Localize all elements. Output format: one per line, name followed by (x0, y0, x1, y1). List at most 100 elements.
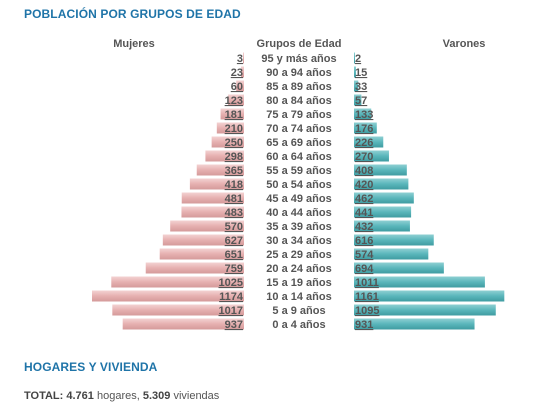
value-label-varones: 441 (355, 207, 373, 219)
bar-mujeres (112, 304, 244, 316)
value-label-mujeres: 481 (225, 193, 243, 205)
value-label-varones: 2 (355, 53, 361, 65)
value-label-mujeres: 250 (225, 137, 243, 149)
value-label-mujeres: 759 (225, 263, 243, 275)
households-value: 4.761 (66, 390, 94, 402)
value-label-mujeres: 1017 (219, 305, 243, 317)
value-label-mujeres: 60 (231, 81, 243, 93)
housing-totals: TOTAL: 4.761 hogares, 5.309 viviendas (24, 390, 219, 402)
value-label-mujeres: 3 (237, 53, 243, 65)
age-group-label: 65 a 69 años (266, 137, 331, 149)
value-label-varones: 574 (355, 249, 374, 261)
value-label-mujeres: 181 (225, 109, 243, 121)
bar-varones (354, 304, 496, 316)
value-label-mujeres: 365 (225, 165, 243, 177)
value-label-varones: 270 (355, 151, 373, 163)
dwellings-value: 5.309 (142, 390, 171, 402)
value-label-mujeres: 651 (225, 249, 243, 261)
bar-varones (354, 234, 434, 246)
bar-varones (354, 192, 414, 204)
column-header-varones: Varones (443, 38, 486, 50)
bar-mujeres (236, 80, 244, 92)
column-header-grupos-de-edad: Grupos de Edad (257, 38, 342, 50)
age-group-label: 5 a 9 años (272, 305, 325, 317)
households-label: hogares, (96, 390, 140, 402)
age-group-label: 40 a 44 años (266, 207, 331, 219)
bar-mujeres (196, 164, 244, 176)
age-group-label: 25 a 29 años (266, 249, 331, 261)
value-label-mujeres: 210 (225, 123, 243, 135)
value-label-mujeres: 570 (225, 221, 243, 233)
value-label-varones: 694 (355, 263, 374, 275)
age-group-label: 0 a 4 años (272, 319, 325, 331)
bar-varones (354, 248, 429, 260)
age-group-label: 30 a 34 años (266, 235, 331, 247)
population-pyramid-chart: Mujeres Grupos de Edad Varones 3 95 y más… (92, 38, 505, 331)
bar-varones (354, 206, 412, 218)
bar-mujeres (181, 206, 244, 218)
bar-varones (354, 94, 362, 106)
value-label-mujeres: 23 (231, 67, 243, 79)
bar-varones (354, 220, 410, 232)
value-label-varones: 408 (355, 165, 373, 177)
value-label-varones: 133 (355, 109, 373, 121)
bar-mujeres (205, 150, 244, 162)
bar-varones (354, 66, 356, 78)
bar-mujeres (111, 276, 244, 288)
age-group-label: 55 a 59 años (266, 165, 331, 177)
value-label-varones: 1095 (355, 305, 379, 317)
bar-mujeres (145, 262, 244, 274)
column-header-mujeres: Mujeres (113, 38, 155, 50)
bar-mujeres (216, 122, 244, 134)
bar-mujeres (211, 136, 244, 148)
bar-mujeres (241, 66, 244, 78)
totals-label: TOTAL: (24, 390, 64, 402)
population-pyramid-svg: Mujeres Grupos de Edad Varones 3 95 y más… (92, 38, 505, 331)
bar-mujeres (228, 94, 244, 106)
age-group-label: 75 a 79 años (266, 109, 331, 121)
bar-mujeres (92, 290, 244, 302)
bar-varones (354, 108, 372, 120)
bar-varones (354, 80, 359, 92)
bar-varones (354, 290, 505, 302)
value-label-mujeres: 1174 (219, 291, 244, 303)
bar-varones (354, 122, 377, 134)
bar-varones (354, 276, 485, 288)
age-group-label: 20 a 24 años (266, 263, 331, 275)
age-group-label: 50 a 54 años (266, 179, 331, 191)
value-label-varones: 931 (355, 319, 373, 331)
bar-varones (354, 164, 407, 176)
value-label-mujeres: 483 (225, 207, 243, 219)
age-group-label: 15 a 19 años (266, 277, 331, 289)
value-label-varones: 176 (355, 123, 373, 135)
age-group-label: 80 a 84 años (266, 95, 331, 107)
age-group-label: 85 a 89 años (266, 81, 331, 93)
age-group-label: 10 a 14 años (266, 291, 331, 303)
value-label-mujeres: 298 (225, 151, 243, 163)
bar-mujeres (189, 178, 244, 190)
value-label-varones: 57 (355, 95, 367, 107)
population-section-title: POBLACIÓN POR GRUPOS DE EDAD (24, 7, 241, 21)
bar-varones (354, 318, 475, 330)
age-group-label: 35 a 39 años (266, 221, 331, 233)
value-label-varones: 1161 (355, 291, 379, 303)
value-label-mujeres: 627 (225, 235, 243, 247)
bar-mujeres (181, 192, 244, 204)
age-group-label: 60 a 64 años (266, 151, 331, 163)
bar-mujeres (162, 234, 244, 246)
age-group-label: 90 a 94 años (266, 67, 331, 79)
value-label-mujeres: 123 (225, 95, 243, 107)
age-group-label: 70 a 74 años (266, 123, 331, 135)
bar-varones (354, 136, 384, 148)
value-label-varones: 616 (355, 235, 373, 247)
value-label-varones: 420 (355, 179, 373, 191)
bar-mujeres (122, 318, 244, 330)
value-label-varones: 15 (355, 67, 367, 79)
bar-mujeres (170, 220, 244, 232)
bar-mujeres (159, 248, 244, 260)
age-group-label: 95 y más años (261, 53, 336, 65)
value-label-varones: 226 (355, 137, 373, 149)
bar-mujeres (220, 108, 244, 120)
dwellings-label: viviendas (173, 390, 220, 402)
value-label-varones: 1011 (355, 277, 379, 289)
